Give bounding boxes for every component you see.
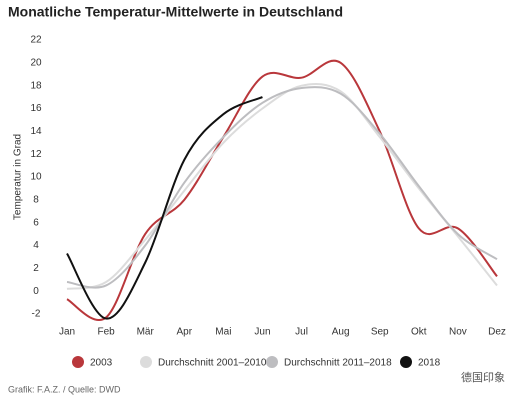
- x-tick-label: Jul: [295, 327, 308, 338]
- legend-swatch: [72, 356, 84, 368]
- legend-label: Durchschnitt 2001–2010: [158, 358, 267, 369]
- x-tick-label: Jun: [254, 327, 270, 338]
- y-tick-label: 6: [33, 217, 39, 228]
- legend-label: Durchschnitt 2011–2018: [284, 358, 392, 369]
- x-tick-label: Apr: [176, 327, 192, 338]
- x-tick-label: Okt: [411, 327, 427, 338]
- y-tick-label: 10: [30, 172, 42, 183]
- x-tick-label: Sep: [371, 327, 389, 338]
- legend-label: 2018: [418, 358, 441, 369]
- x-tick-label: Aug: [332, 327, 350, 338]
- y-tick-label: -2: [32, 309, 41, 320]
- y-tick-label: 2: [33, 263, 39, 274]
- watermark: 德国印象: [461, 370, 505, 384]
- chart-title: Monatliche Temperatur-Mittelwerte in Deu…: [8, 4, 343, 20]
- legend-swatch: [400, 356, 412, 368]
- legend-swatch: [140, 356, 152, 368]
- y-tick-label: 0: [33, 286, 39, 297]
- y-tick-label: 12: [30, 149, 42, 160]
- y-tick-label: 20: [30, 57, 42, 68]
- y-tick-label: 4: [33, 240, 39, 251]
- source: Grafik: F.A.Z. / Quelle: DWD: [8, 384, 121, 394]
- y-tick-label: 22: [30, 35, 42, 46]
- line: [66, 82, 498, 290]
- legend-swatch: [266, 356, 278, 368]
- line: [66, 86, 498, 289]
- x-tick-label: Mai: [215, 327, 231, 338]
- x-tick-label: Jan: [59, 327, 75, 338]
- x-tick-label: Nov: [449, 327, 467, 338]
- y-tick-label: 14: [30, 126, 42, 137]
- legend-label: 2003: [90, 358, 113, 369]
- y-tick-label: 8: [33, 194, 39, 205]
- line: [66, 96, 263, 320]
- x-tick-label: Dez: [488, 327, 506, 338]
- x-tick-label: Feb: [97, 327, 115, 338]
- x-tick-label: Mär: [137, 327, 155, 338]
- line: [66, 59, 498, 321]
- y-tick-label: 16: [30, 103, 42, 114]
- y-axis-label: Temperatur in Grad: [13, 134, 24, 220]
- y-tick-label: 18: [30, 80, 42, 91]
